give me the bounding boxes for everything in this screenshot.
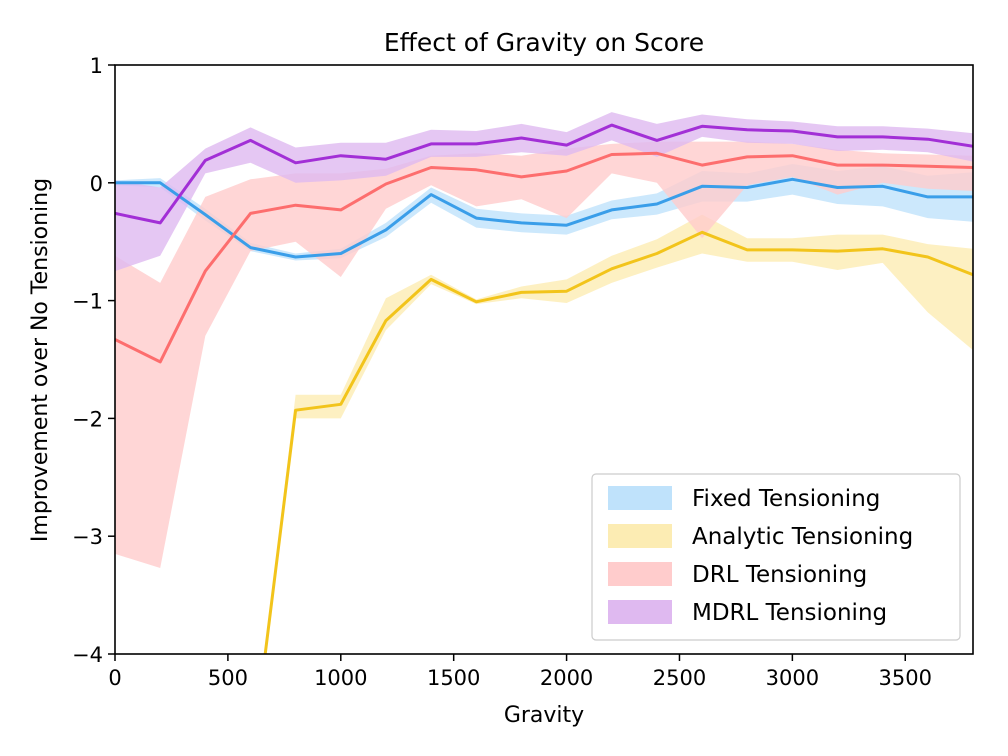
y-tick-label: 1 [90,54,103,78]
legend: Fixed Tensioning Analytic Tensioning DRL T… [591,473,961,641]
mdrl-tensioning-band [115,112,973,272]
plot-frame [114,64,974,655]
y-tick-label: −2 [72,407,103,431]
y-axis-label: Improvement over No Tensioning [28,178,53,542]
drl-tensioning-band [115,141,973,568]
x-tick-label: 500 [208,666,248,690]
chart-title: Effect of Gravity on Score [384,28,704,57]
x-tick-label: 3000 [766,666,819,690]
x-axis-label: Gravity [504,703,584,728]
analytic-tensioning-legend-swatch [608,524,672,548]
analytic-tensioning-band [264,214,973,654]
series-lines [115,123,973,654]
y-tick-label: −4 [72,643,103,667]
mdrl-tensioning-legend-swatch [608,600,672,624]
legend-box [591,473,961,641]
analytic-tensioning-line [263,230,973,654]
confidence-bands [115,112,973,654]
mdrl-tensioning-legend-label: MDRL Tensioning [692,600,887,626]
x-tick-label: 1000 [314,666,367,690]
fixed-tensioning-legend-label: Fixed Tensioning [692,486,880,512]
fixed-tensioning-legend-swatch [608,486,672,510]
drl-tensioning-line [115,151,973,364]
fixed-tensioning-band [115,164,973,261]
x-axis-ticks: 0 500 1000 1500 2000 2500 3000 3500 [108,654,932,690]
y-tick-label: −1 [72,290,103,314]
x-tick-label: 3500 [879,666,932,690]
y-tick-label: 0 [90,172,103,196]
drl-tensioning-legend-swatch [608,562,672,586]
y-axis-ticks: 1 0 −1 −2 −3 −4 [72,54,115,667]
drl-tensioning-legend-label: DRL Tensioning [692,562,867,588]
x-tick-label: 1500 [427,666,480,690]
y-tick-label: −3 [72,525,103,549]
mdrl-tensioning-line [115,123,973,225]
x-tick-label: 2000 [540,666,593,690]
x-tick-label: 2500 [653,666,706,690]
x-tick-label: 0 [108,666,121,690]
analytic-tensioning-legend-label: Analytic Tensioning [692,524,913,550]
fixed-tensioning-line [115,177,973,259]
